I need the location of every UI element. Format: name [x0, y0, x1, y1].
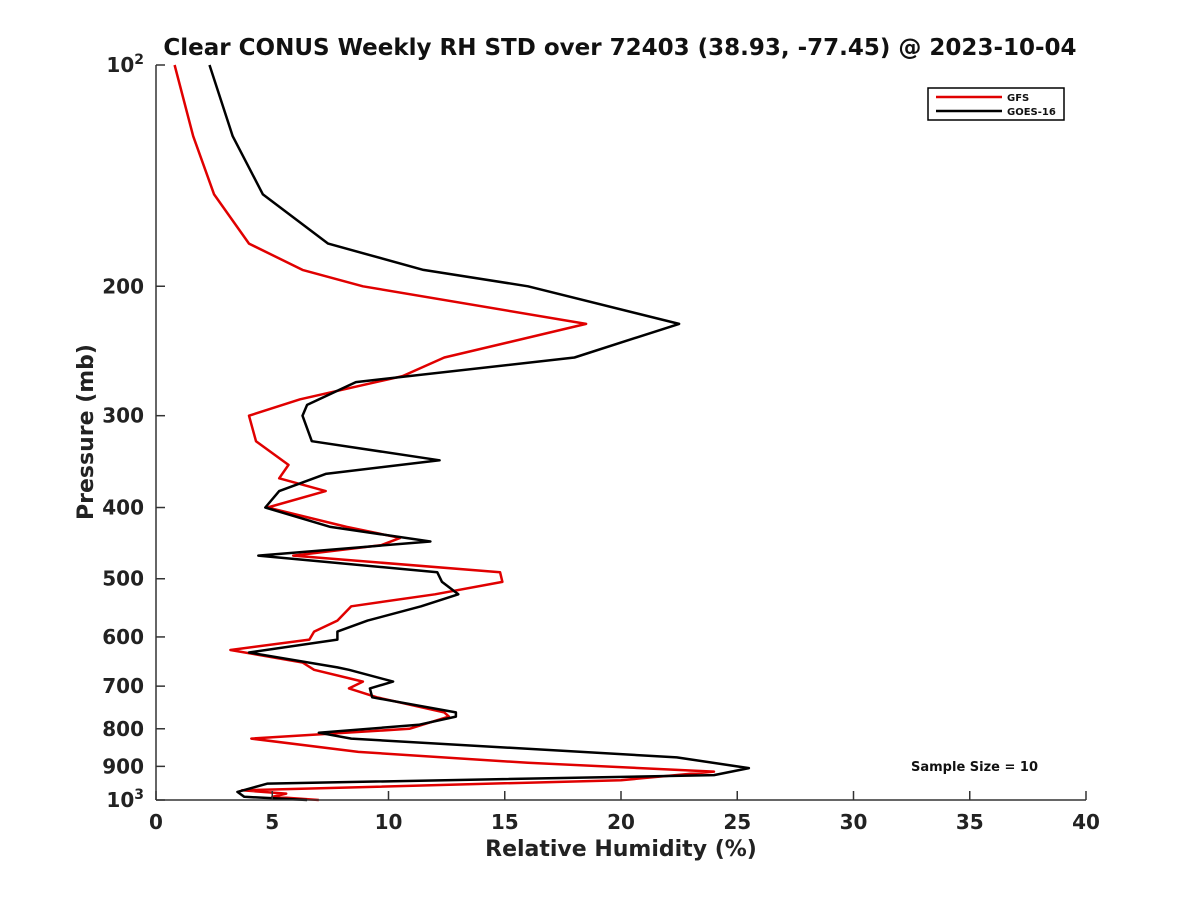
y-tick-label: 200 [102, 274, 144, 298]
x-tick-label: 10 [375, 810, 403, 834]
y-axis-label: Pressure (mb) [74, 344, 99, 520]
y-tick-label: 800 [102, 717, 144, 741]
legend-label-goes16: GOES-16 [1007, 107, 1056, 118]
x-axis-label: Relative Humidity (%) [485, 837, 757, 862]
chart-title: Clear CONUS Weekly RH STD over 72403 (38… [163, 35, 1076, 61]
y-tick-label-exponent: 2 [134, 52, 144, 68]
y-tick-label-base: 10 [106, 53, 134, 77]
x-tick-label: 0 [149, 810, 163, 834]
series-line-goes16 [208, 64, 751, 802]
x-ticks: 0 5 10 15 20 25 30 35 40 [149, 791, 1100, 834]
y-tick-label: 900 [102, 754, 144, 778]
y-tick-label: 400 [102, 496, 144, 520]
y-tick-label: 700 [102, 674, 144, 698]
y-tick-label-exponent: 3 [134, 787, 144, 803]
sample-size-annotation: Sample Size = 10 [911, 760, 1038, 775]
y-tick-label: 103 [106, 787, 144, 812]
legend: GFS GOES-16 [927, 87, 1065, 121]
x-tick-label: 35 [956, 810, 984, 834]
x-tick-label: 5 [265, 810, 279, 834]
x-tick-label: 25 [723, 810, 751, 834]
plot-lines [173, 64, 751, 802]
legend-label-gfs: GFS [1007, 93, 1029, 104]
series-line-gfs [173, 64, 716, 802]
y-tick-label: 600 [102, 625, 144, 649]
x-tick-label: 20 [607, 810, 635, 834]
x-tick-label: 40 [1072, 810, 1100, 834]
y-tick-label: 102 [106, 52, 144, 77]
legend-box [927, 87, 1065, 121]
y-tick-label: 500 [102, 567, 144, 591]
y-tick-label: 300 [102, 404, 144, 428]
x-tick-label: 30 [840, 810, 868, 834]
x-tick-label: 15 [491, 810, 519, 834]
y-tick-label-base: 10 [106, 788, 134, 812]
